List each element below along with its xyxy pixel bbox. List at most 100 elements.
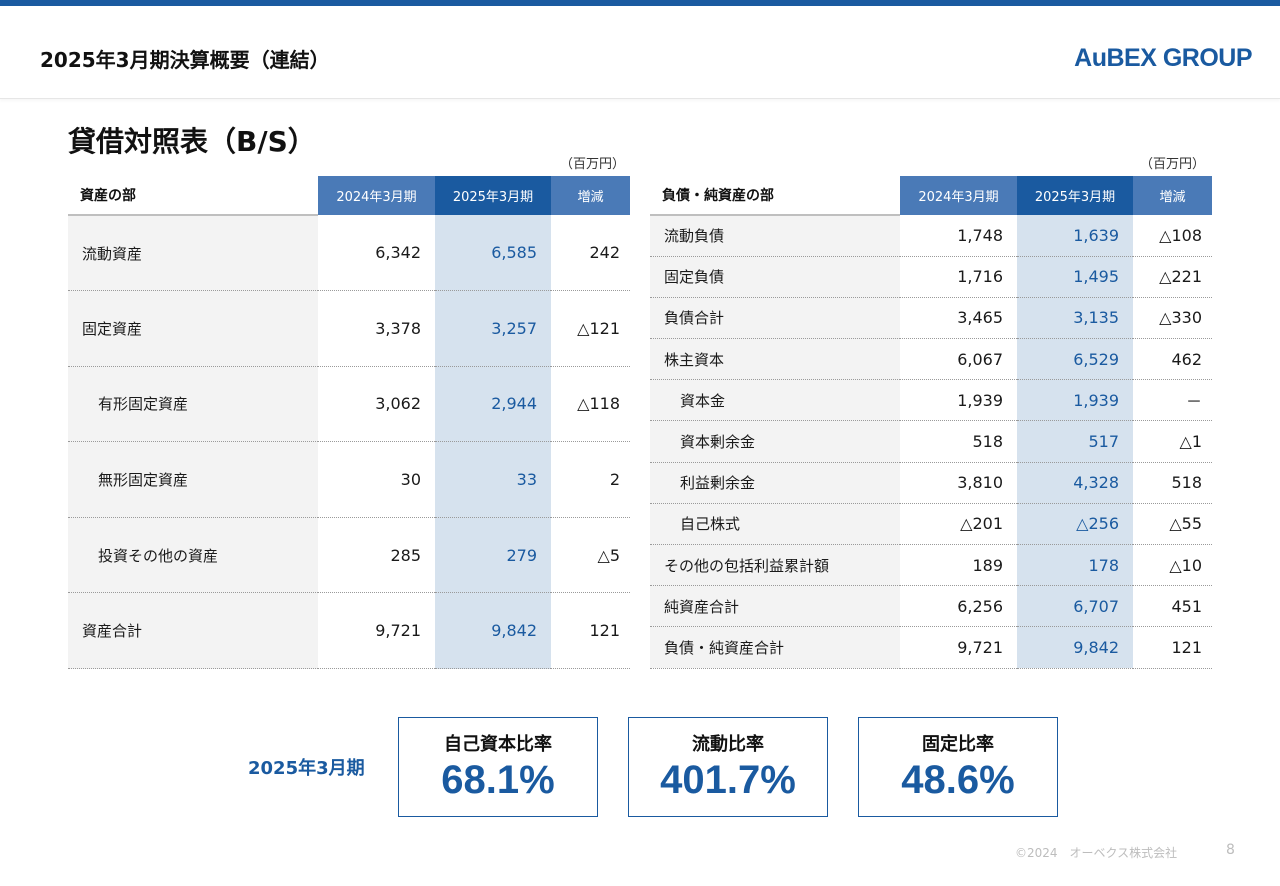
value-2025: 279 [435,517,551,594]
value-2025: 1,495 [1017,256,1133,298]
table-row: 資本剰余金 518 517 △1 [650,420,1212,463]
value-2024: 3,810 [900,462,1017,504]
value-2025: 178 [1017,544,1133,587]
value-2025: 3,135 [1017,297,1133,340]
value-diff: 462 [1133,338,1212,381]
table-row: その他の包括利益累計額 189 178 △10 [650,544,1212,587]
page-number: 8 [1226,842,1235,858]
value-2025: 4,328 [1017,462,1133,504]
table-row: 投資その他の資産 285 279 △5 [68,517,630,594]
assets-header-2024: 2024年3月期 [318,176,435,215]
value-2024: 9,721 [318,592,435,670]
value-2025: 3,257 [435,290,551,367]
top-accent-bar [0,0,1280,6]
table-row: 有形固定資産 3,062 2,944 △118 [68,366,630,443]
value-2025: 1,939 [1017,379,1133,422]
row-label: 負債・純資産合計 [650,626,900,669]
liabilities-header-2024: 2024年3月期 [900,176,1017,215]
value-2025: 517 [1017,420,1133,463]
company-logo: AuBEX GROUP [1074,44,1252,72]
row-label: 株主資本 [650,338,900,381]
kpi-value: 68.1% [441,758,555,802]
value-2024: 1,939 [900,379,1017,422]
table-row: 自己株式 △201 △256 △55 [650,503,1212,546]
row-label: 投資その他の資産 [68,517,318,594]
value-diff: － [1133,379,1212,422]
assets-header-row: 資産の部 2024年3月期 2025年3月期 増減 [68,176,630,216]
liabilities-header-row: 負債・純資産の部 2024年3月期 2025年3月期 増減 [650,176,1212,216]
liabilities-header-2025: 2025年3月期 [1017,176,1133,215]
value-diff: △10 [1133,544,1212,587]
value-2025: 9,842 [435,592,551,670]
row-label: 固定資産 [68,290,318,367]
assets-header-2025: 2025年3月期 [435,176,551,215]
value-2024: 3,378 [318,290,435,367]
value-2024: 285 [318,517,435,594]
assets-unit-label: （百万円） [560,157,626,172]
kpi-fixed-ratio: 固定比率 48.6% [858,717,1058,817]
table-row: 純資産合計 6,256 6,707 451 [650,585,1212,628]
value-2024: 6,256 [900,585,1017,628]
value-2024: 1,716 [900,256,1017,298]
value-diff: △330 [1133,297,1212,340]
table-row: 流動負債 1,748 1,639 △108 [650,215,1212,257]
slide-header: 2025年3月期決算概要（連結） AuBEX GROUP [0,6,1280,99]
value-diff: 242 [551,215,630,292]
value-diff: △221 [1133,256,1212,298]
row-label: 資産合計 [68,592,318,670]
row-label: 無形固定資産 [68,441,318,518]
row-label: 資本剰余金 [650,420,900,463]
liabilities-header-label: 負債・純資産の部 [650,176,900,216]
value-2025: 6,529 [1017,338,1133,381]
table-row: 負債・純資産合計 9,721 9,842 121 [650,626,1212,669]
value-2024: 9,721 [900,626,1017,669]
value-2025: 33 [435,441,551,518]
page-title: 2025年3月期決算概要（連結） [40,48,330,72]
table-row: 無形固定資産 30 33 2 [68,441,630,518]
value-diff: △55 [1133,503,1212,546]
value-diff: △121 [551,290,630,367]
table-row: 流動資産 6,342 6,585 242 [68,215,630,292]
row-label: 自己株式 [650,503,900,546]
kpi-value: 48.6% [901,758,1015,802]
value-2025: 1,639 [1017,215,1133,257]
value-diff: 518 [1133,462,1212,504]
value-2024: 189 [900,544,1017,587]
assets-header-label: 資産の部 [68,176,318,216]
value-diff: △5 [551,517,630,594]
table-row: 利益剰余金 3,810 4,328 518 [650,462,1212,504]
value-2025: 6,585 [435,215,551,292]
liabilities-header-diff: 増減 [1133,176,1212,215]
value-2025: 2,944 [435,366,551,443]
row-label: 資本金 [650,379,900,422]
kpi-period-label: 2025年3月期 [248,758,365,779]
row-label: 有形固定資産 [68,366,318,443]
value-2025: 9,842 [1017,626,1133,669]
kpi-value: 401.7% [660,758,796,802]
row-label: 流動負債 [650,215,900,257]
row-label: 純資産合計 [650,585,900,628]
table-row: 資本金 1,939 1,939 － [650,379,1212,422]
value-2025: △256 [1017,503,1133,546]
table-row: 固定資産 3,378 3,257 △121 [68,290,630,367]
table-row: 株主資本 6,067 6,529 462 [650,338,1212,381]
value-2024: 3,465 [900,297,1017,340]
section-title: 貸借対照表（B/S） [68,125,316,158]
value-2025: 6,707 [1017,585,1133,628]
kpi-label: 自己資本比率 [444,734,552,755]
value-diff: 451 [1133,585,1212,628]
value-diff: △108 [1133,215,1212,257]
value-2024: 6,067 [900,338,1017,381]
value-diff: △118 [551,366,630,443]
row-label: その他の包括利益累計額 [650,544,900,587]
row-label: 負債合計 [650,297,900,340]
assets-header-diff: 増減 [551,176,630,215]
table-row: 固定負債 1,716 1,495 △221 [650,256,1212,298]
table-row: 資産合計 9,721 9,842 121 [68,592,630,670]
row-label: 流動資産 [68,215,318,292]
value-diff: 121 [551,592,630,670]
kpi-label: 流動比率 [692,734,764,755]
value-diff: 121 [1133,626,1212,669]
value-2024: 1,748 [900,215,1017,257]
kpi-current-ratio: 流動比率 401.7% [628,717,828,817]
